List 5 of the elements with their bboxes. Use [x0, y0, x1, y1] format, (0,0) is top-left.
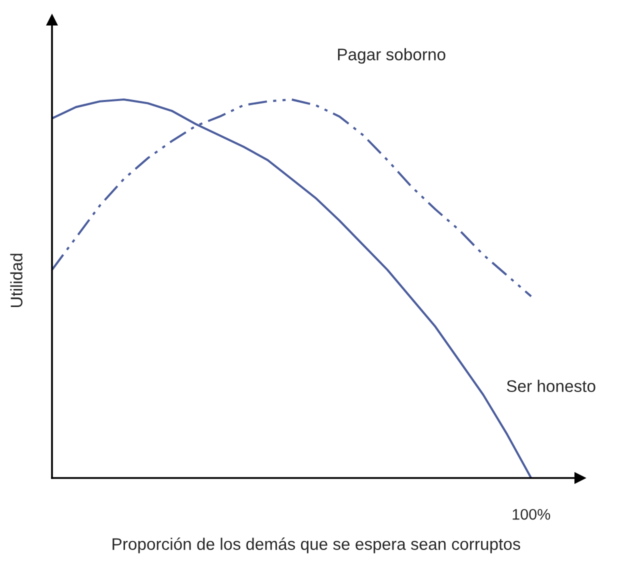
text: Pagar soborno [338, 48, 446, 64]
x-axis-title: Proporción de los demás que se espera sean corruptos [112, 538, 520, 554]
series-label: Ser honesto [506, 380, 596, 392]
y-axis-title: Utilidad [10, 254, 22, 308]
text: 100% [512, 508, 550, 520]
